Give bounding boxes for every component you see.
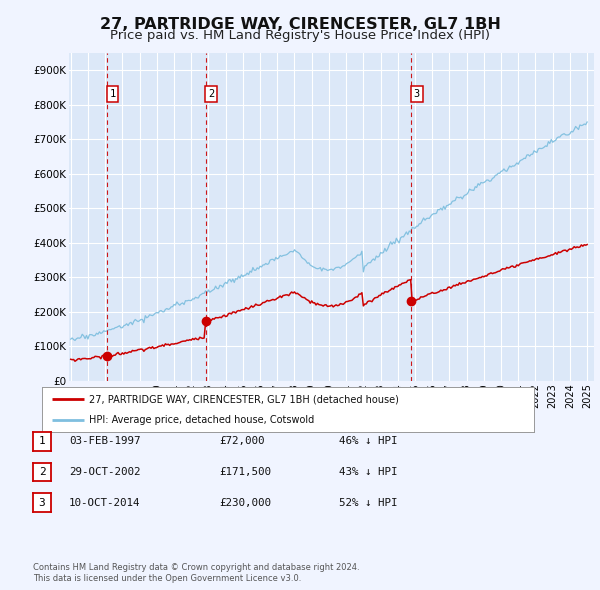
Text: £230,000: £230,000: [219, 498, 271, 507]
Text: 29-OCT-2002: 29-OCT-2002: [69, 467, 140, 477]
Text: 2: 2: [38, 467, 46, 477]
Text: Price paid vs. HM Land Registry's House Price Index (HPI): Price paid vs. HM Land Registry's House …: [110, 29, 490, 42]
Text: 1: 1: [109, 89, 116, 99]
Text: Contains HM Land Registry data © Crown copyright and database right 2024.: Contains HM Land Registry data © Crown c…: [33, 563, 359, 572]
Text: 1: 1: [38, 437, 46, 446]
Text: 27, PARTRIDGE WAY, CIRENCESTER, GL7 1BH (detached house): 27, PARTRIDGE WAY, CIRENCESTER, GL7 1BH …: [89, 394, 398, 404]
Text: This data is licensed under the Open Government Licence v3.0.: This data is licensed under the Open Gov…: [33, 574, 301, 583]
Text: 10-OCT-2014: 10-OCT-2014: [69, 498, 140, 507]
Text: 2: 2: [208, 89, 214, 99]
Text: 3: 3: [414, 89, 420, 99]
Text: 27, PARTRIDGE WAY, CIRENCESTER, GL7 1BH: 27, PARTRIDGE WAY, CIRENCESTER, GL7 1BH: [100, 17, 500, 31]
Text: £171,500: £171,500: [219, 467, 271, 477]
Text: 3: 3: [38, 498, 46, 507]
Text: 52% ↓ HPI: 52% ↓ HPI: [339, 498, 397, 507]
Text: 03-FEB-1997: 03-FEB-1997: [69, 437, 140, 446]
Text: £72,000: £72,000: [219, 437, 265, 446]
Text: 43% ↓ HPI: 43% ↓ HPI: [339, 467, 397, 477]
Text: HPI: Average price, detached house, Cotswold: HPI: Average price, detached house, Cots…: [89, 415, 314, 425]
Text: 46% ↓ HPI: 46% ↓ HPI: [339, 437, 397, 446]
